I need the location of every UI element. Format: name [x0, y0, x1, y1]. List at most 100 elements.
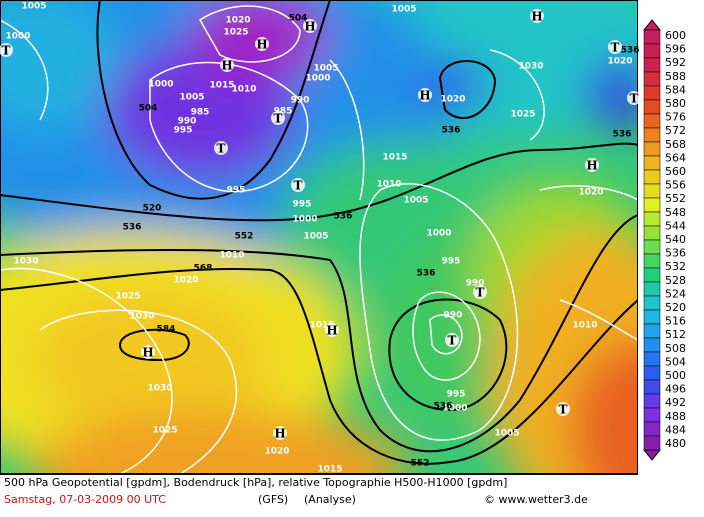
colorbar-label: 504	[665, 355, 686, 368]
geopotential-label: 504	[289, 14, 308, 24]
colorbar-label: 600	[665, 29, 686, 42]
isobar-label: 995	[293, 200, 312, 210]
isobar-label: 1010	[376, 180, 401, 190]
isobar-label: 1025	[510, 110, 535, 120]
pressure-center: H	[142, 346, 153, 360]
pressure-center-marker	[325, 323, 339, 337]
isobar-label: 990	[466, 279, 485, 289]
pressure-center: T	[2, 44, 11, 58]
colorbar-label: 536	[665, 247, 686, 260]
colorbar-swatch	[643, 225, 661, 241]
pressure-center-marker	[418, 88, 432, 102]
isobar-label: 985	[191, 108, 210, 118]
isobar-label: 1025	[115, 292, 140, 302]
colorbar-label: 528	[665, 274, 686, 287]
geopotential-label: 536	[334, 212, 353, 222]
pressure-center-marker	[445, 333, 459, 347]
colorbar-label: 572	[665, 124, 686, 137]
geopotential-label: 568	[194, 264, 213, 274]
isobar-label: 1030	[518, 62, 543, 72]
colorbar-swatch	[643, 281, 661, 297]
map-labels: 1005100010201025100510301025102010051000…	[0, 2, 641, 475]
isobar-label: 1000	[292, 215, 317, 225]
pressure-center-marker	[255, 37, 269, 51]
isobar-label: 995	[227, 186, 246, 196]
caption-title: 500 hPa Geopotential [gpdm], Bodendruck …	[4, 476, 507, 489]
isobar-label: 990	[444, 311, 463, 321]
pressure-center: H	[531, 10, 542, 24]
isobar-label: 995	[442, 257, 461, 267]
pressure-center-marker	[273, 426, 287, 440]
colorbar-swatch	[643, 197, 661, 213]
geopotential-label: 536	[442, 126, 461, 136]
isobar-label: 1015	[317, 465, 342, 475]
pressure-center: T	[559, 403, 568, 417]
isobar-label: 985	[274, 107, 293, 117]
pressure-center: T	[448, 334, 457, 348]
pressure-center: H	[326, 324, 337, 338]
isobar-label: 1025	[152, 426, 177, 436]
map-frame	[0, 0, 638, 474]
geopotential-label: 520	[143, 204, 162, 214]
caption-date: Samstag, 07-03-2009 00 UTC	[4, 493, 166, 506]
pressure-center: H	[419, 89, 430, 103]
colorbar-label: 576	[665, 111, 686, 124]
pressure-center-marker	[627, 91, 641, 105]
colorbar-swatch	[643, 365, 661, 381]
isobar-label: 1020	[264, 447, 289, 457]
colorbar-label: 512	[665, 328, 686, 341]
pressure-center-marker	[608, 40, 622, 54]
isobar-label: 1005	[313, 64, 338, 74]
colorbar-swatch	[643, 113, 661, 129]
colorbar-swatch	[643, 435, 661, 451]
colorbar-swatch	[643, 29, 661, 45]
colorbar-swatch	[643, 337, 661, 353]
isobar-label: 1005	[179, 93, 204, 103]
colorbar-swatch	[643, 57, 661, 73]
colorbar-swatch	[643, 253, 661, 269]
colorbar-label: 588	[665, 70, 686, 83]
geopotential-label: 504	[139, 104, 158, 114]
pressure-center-marker	[291, 178, 305, 192]
colorbar-label: 492	[665, 396, 686, 409]
colorbar-swatch	[643, 183, 661, 199]
colorbar-label: 556	[665, 179, 686, 192]
pressure-center: T	[217, 142, 226, 156]
colorbar-swatch	[643, 71, 661, 87]
geopotential-label: 536	[621, 46, 640, 56]
geopotential-label: 536	[123, 223, 142, 233]
colorbar-swatch	[643, 323, 661, 339]
pressure-center: H	[221, 59, 232, 73]
colorbar-label: 564	[665, 151, 686, 164]
pressure-center-marker	[585, 158, 599, 172]
colorbar-swatch	[643, 295, 661, 311]
colorbar-label: 548	[665, 206, 686, 219]
colorbar-label: 584	[665, 83, 686, 96]
colorbar-label: 520	[665, 301, 686, 314]
isobar-label: 995	[174, 126, 193, 136]
colorbar-label: 540	[665, 233, 686, 246]
isobar-label: 1000	[305, 74, 330, 84]
geopotential-label: 536	[434, 402, 453, 412]
colorbar-swatch	[643, 141, 661, 157]
isobar-label: 1010	[219, 251, 244, 261]
colorbar-swatch	[643, 127, 661, 143]
isobar-label: 1005	[403, 196, 428, 206]
colorbar-label: 508	[665, 342, 686, 355]
colorbar-swatch	[643, 421, 661, 437]
colorbar-swatch	[643, 407, 661, 423]
colorbar-label: 496	[665, 383, 686, 396]
pressure-center-marker	[303, 19, 317, 33]
colorbar-label: 480	[665, 437, 686, 450]
pressure-center: H	[256, 38, 267, 52]
colorbar-label: 484	[665, 423, 686, 436]
geopotential-label: 584	[157, 325, 176, 335]
isobar-label: 1005	[494, 429, 519, 439]
caption-credit: © www.wetter3.de	[484, 493, 588, 506]
isobar-label: 1010	[572, 321, 597, 331]
colorbar-arrow-top	[642, 19, 662, 31]
colorbar-swatch	[643, 393, 661, 409]
